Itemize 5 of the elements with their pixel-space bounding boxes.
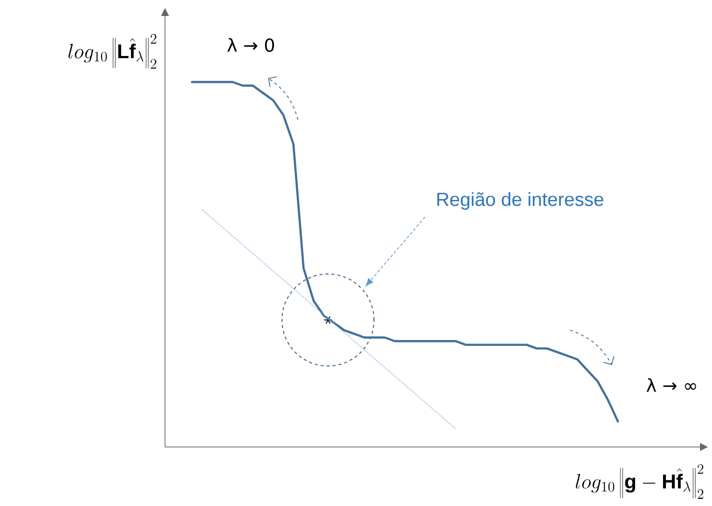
y-axis-title: $log_{10}\left\|\mathbf{L}\hat{\mathbf{f}}_{\lambda}\right\|_2^2$	[68, 34, 156, 69]
text: λ → 0	[227, 38, 274, 52]
annotation: Região de interesse	[437, 192, 604, 210]
x-axis-title: $log_{10}\left\|\mathbf{g}-\mathbf{H}\hat{\mathbf{f}}_{\lambda}\right\|_2^2$	[576, 464, 704, 499]
text: λ → ∞	[646, 378, 696, 392]
